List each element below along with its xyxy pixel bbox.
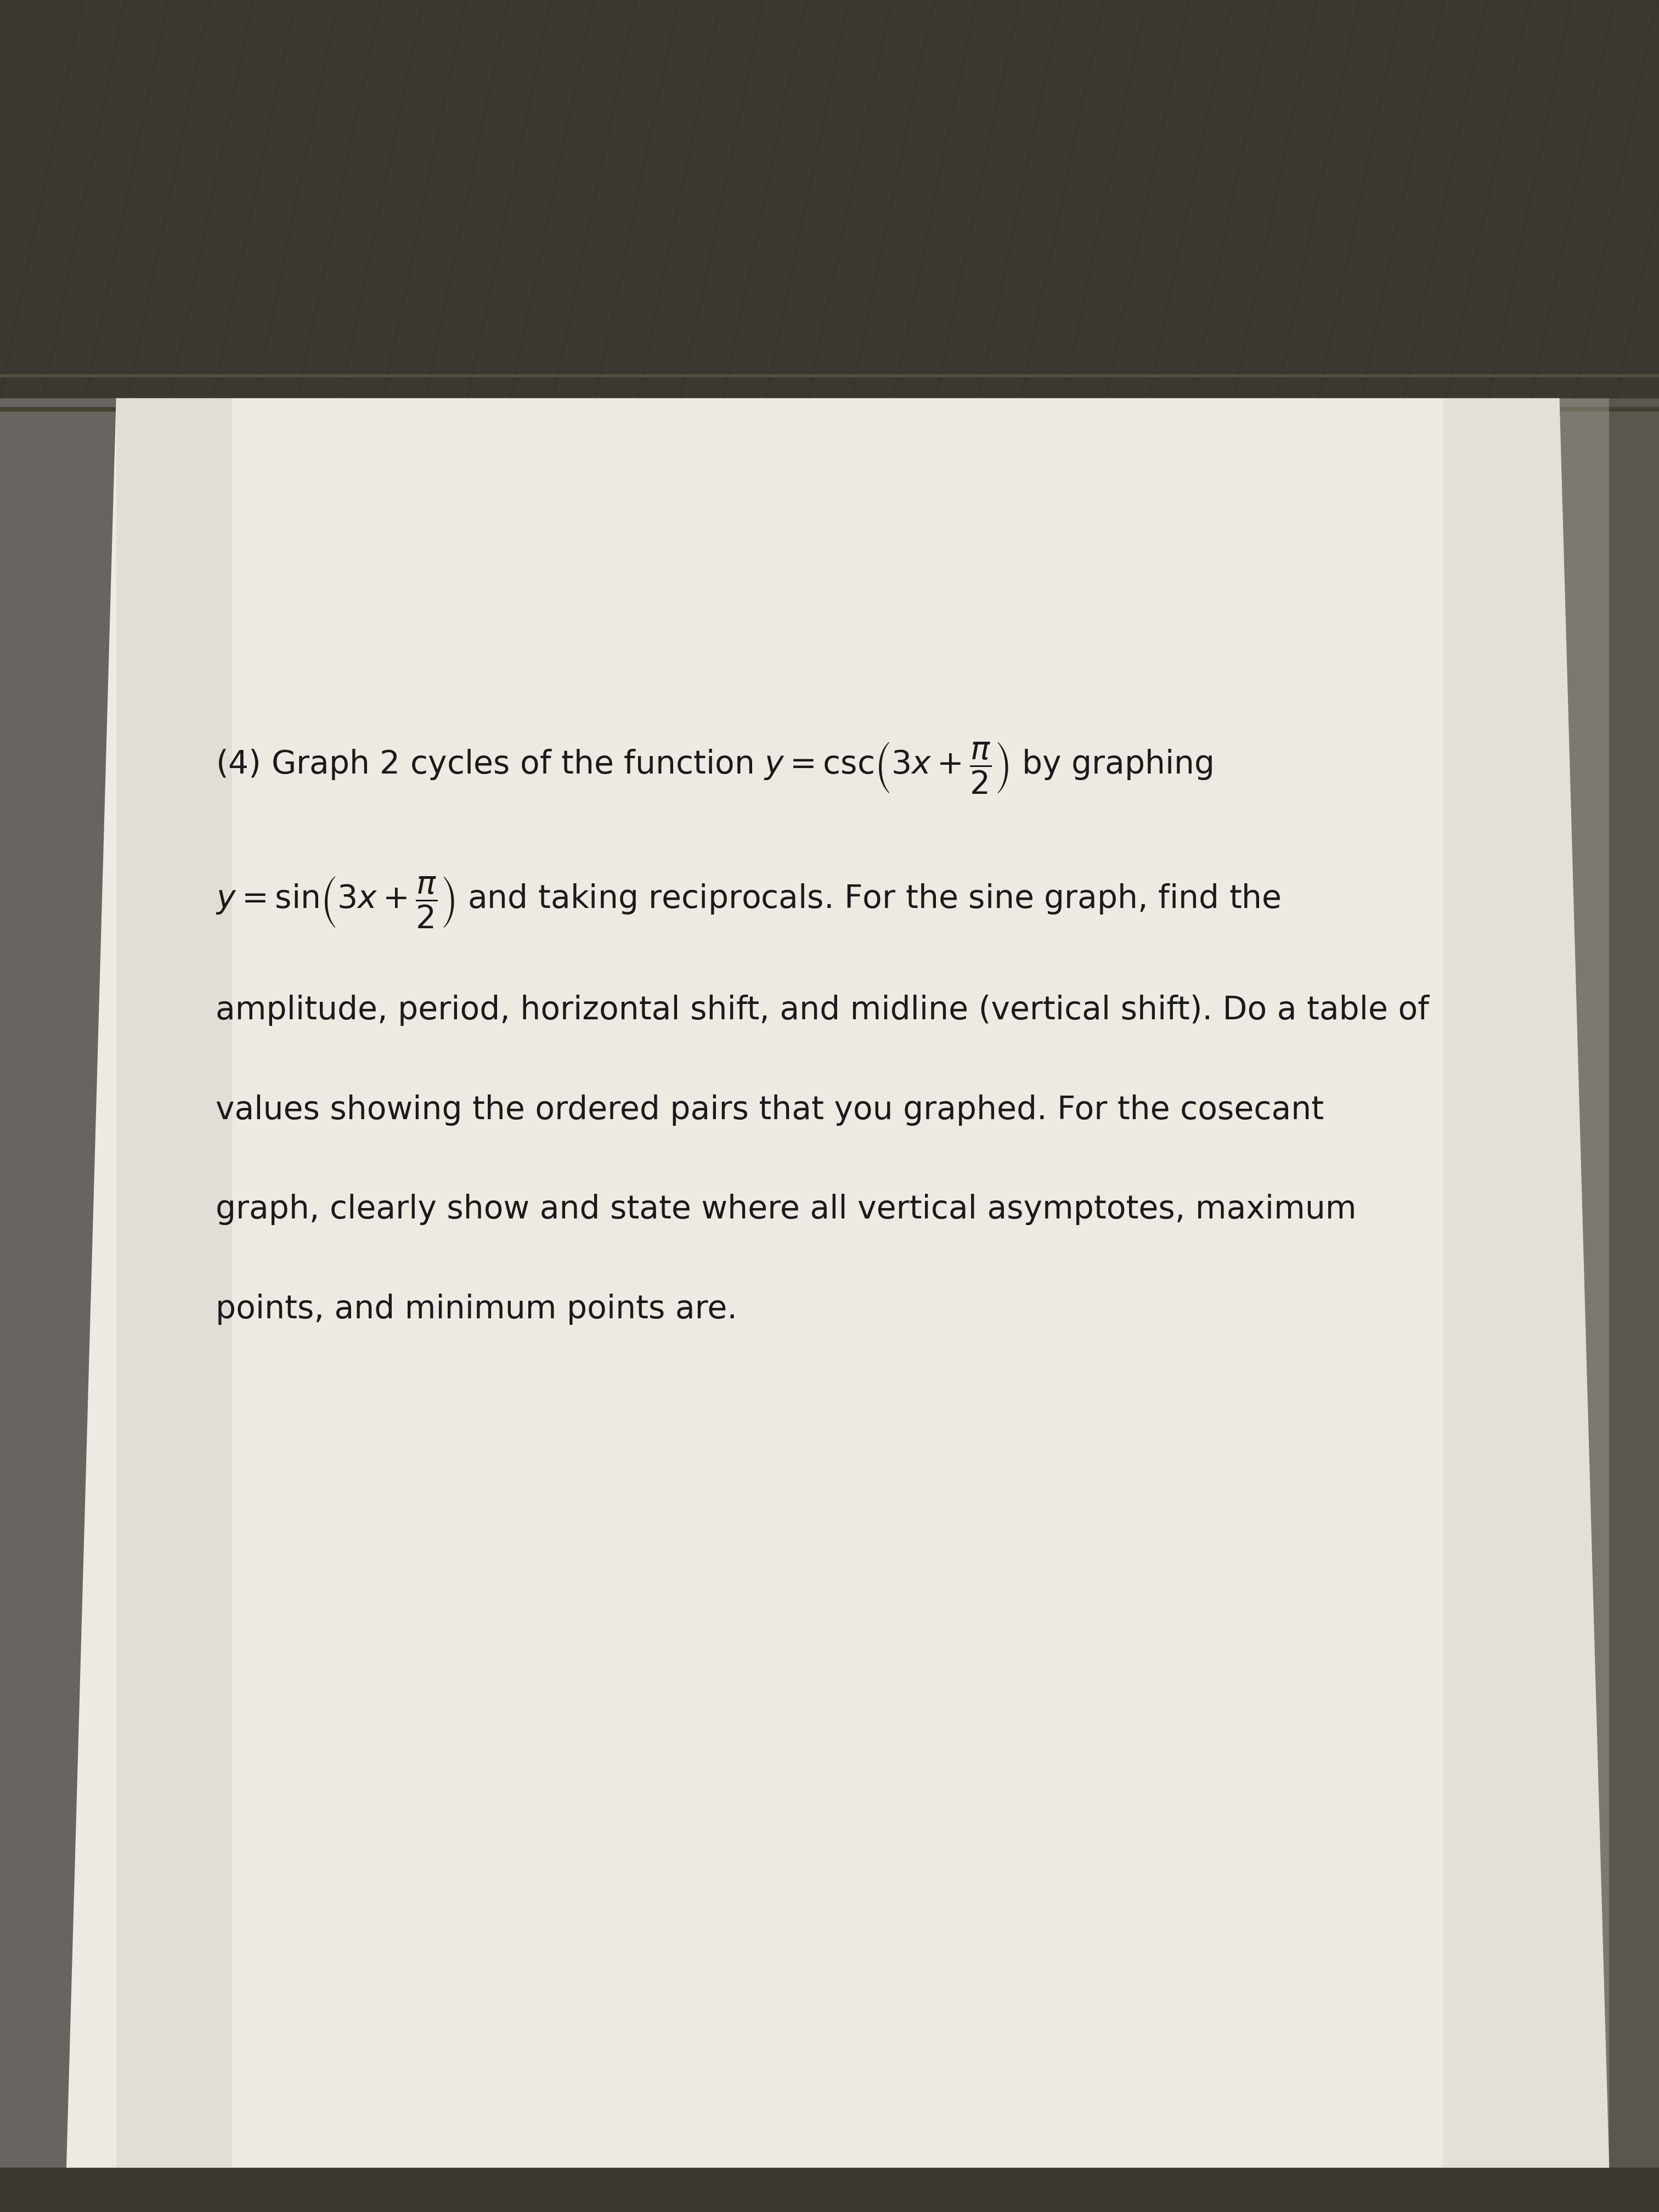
FancyBboxPatch shape [1543, 398, 1659, 2212]
FancyBboxPatch shape [0, 398, 116, 2212]
Text: graph, clearly show and state where all vertical asymptotes, maximum: graph, clearly show and state where all … [216, 1194, 1357, 1225]
Text: points, and minimum points are.: points, and minimum points are. [216, 1294, 737, 1325]
FancyBboxPatch shape [0, 2168, 1659, 2212]
Polygon shape [116, 398, 232, 2168]
Text: values showing the ordered pairs that you graphed. For the cosecant: values showing the ordered pairs that yo… [216, 1095, 1324, 1126]
Text: (4) Graph 2 cycles of the function $y = \csc\!\left(3x + \dfrac{\pi}{2}\right)$ : (4) Graph 2 cycles of the function $y = … [216, 741, 1213, 796]
Polygon shape [1443, 398, 1609, 2168]
Text: $y = \sin\!\left(3x + \dfrac{\pi}{2}\right)$ and taking reciprocals. For the sin: $y = \sin\!\left(3x + \dfrac{\pi}{2}\rig… [216, 876, 1281, 929]
Text: amplitude, period, horizontal shift, and midline (vertical shift). Do a table of: amplitude, period, horizontal shift, and… [216, 995, 1428, 1026]
Polygon shape [66, 398, 1609, 2168]
FancyBboxPatch shape [0, 0, 1659, 398]
